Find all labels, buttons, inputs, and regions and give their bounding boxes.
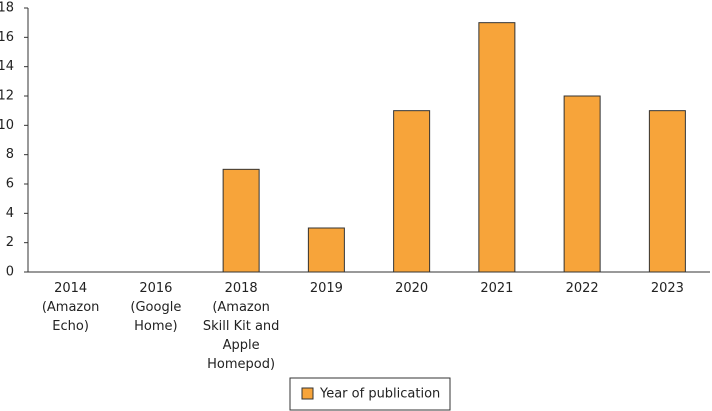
- y-tick-label: 6: [6, 177, 14, 192]
- y-tick-label: 12: [0, 89, 14, 104]
- bar: [222, 168, 260, 273]
- y-tick-label: 18: [0, 1, 14, 16]
- y-tick-label: 8: [6, 147, 14, 162]
- x-tick-label: 2019: [310, 281, 343, 296]
- x-tick-label: 2020: [395, 281, 428, 296]
- x-tick-label: 2023: [651, 281, 684, 296]
- x-tick-label: 2018 (Amazon Skill Kit and Apple Homepod): [203, 281, 280, 372]
- x-tick-label: 2022: [566, 281, 599, 296]
- bar: [563, 95, 601, 273]
- bar: [393, 110, 431, 273]
- x-tick-label: 2016 (Google Home): [130, 281, 181, 334]
- bar: [478, 22, 516, 273]
- y-tick-label: 4: [6, 206, 14, 221]
- bar: [648, 110, 686, 273]
- y-tick-label: 2: [6, 235, 14, 250]
- y-tick-label: 10: [0, 118, 14, 133]
- x-tick-label: 2014 (Amazon Echo): [42, 281, 100, 334]
- legend-box: [289, 377, 451, 411]
- y-tick-label: 16: [0, 30, 14, 45]
- legend-swatch: [301, 387, 314, 400]
- y-tick-label: 0: [6, 265, 14, 280]
- x-tick-label: 2021: [480, 281, 513, 296]
- legend-label: Year of publication: [319, 387, 440, 402]
- y-tick-label: 14: [0, 59, 14, 74]
- bar: [307, 227, 345, 273]
